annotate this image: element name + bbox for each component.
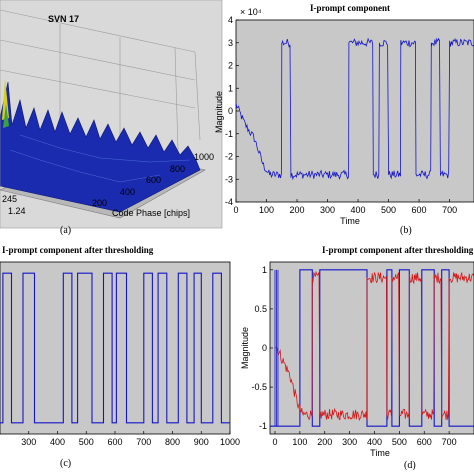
x-tick-label: 600 — [412, 205, 427, 215]
panel-c-series — [0, 272, 230, 424]
panel-c-title: I-prompt component after thresholding — [2, 245, 154, 255]
panel-d: I-prompt component after thresholding Ma… — [240, 245, 474, 471]
y-tick-label: 1 — [262, 265, 267, 275]
panel-b-caption: (b) — [400, 225, 412, 236]
panel-a-x-tick: 600 — [146, 175, 161, 185]
panel-b-exponent: × 10⁴ — [240, 7, 262, 17]
y-tick-label: 3 — [228, 38, 233, 48]
panel-d-title: I-prompt component after thresholding — [322, 245, 474, 255]
series-line-s0 — [235, 37, 474, 181]
panel-c-caption: (c) — [60, 458, 71, 469]
x-tick-label: 700 — [136, 437, 151, 447]
panel-b-x-label: Time — [340, 216, 360, 226]
panel-d-y-label: Magnitude — [240, 327, 250, 369]
panel-a-peak-base — [3, 104, 9, 128]
x-tick-label: 0 — [233, 205, 238, 215]
panel-c-plot-area — [0, 261, 231, 435]
panel-c-ticks: 300 400 500 600 700 800 900 1000 — [21, 431, 240, 447]
y-tick-label: -0.5 — [251, 382, 267, 392]
x-tick-label: 500 — [392, 437, 407, 447]
x-tick-label: 300 — [320, 205, 335, 215]
y-tick-label: 0.5 — [254, 304, 267, 314]
panel-a-y-tick: 245 — [2, 194, 17, 204]
x-tick-label: 600 — [417, 437, 432, 447]
x-tick-label: 1000 — [220, 437, 240, 447]
panel-a-peak — [2, 78, 9, 120]
y-tick-label: 2 — [228, 61, 233, 71]
panel-b-plot-area — [235, 19, 474, 203]
y-tick-label: -4 — [225, 197, 233, 207]
panel-a-y-tick: 1.24 — [8, 206, 26, 216]
x-tick-label: 100 — [259, 205, 274, 215]
x-tick-label: 400 — [367, 437, 382, 447]
panel-b-y-label: Magnitude — [214, 91, 224, 133]
panel-c: I-prompt component after thresholding (c… — [0, 245, 240, 469]
panel-a-x-ticks: 200 400 600 800 1000 — [92, 152, 214, 208]
panel-a-x-label: Code Phase [chips] — [112, 208, 190, 218]
y-tick-label: 1 — [228, 83, 233, 93]
panel-b-series — [235, 37, 474, 181]
x-tick-label: 700 — [442, 437, 457, 447]
panel-a-x-tick: 800 — [170, 164, 185, 174]
panel-d-ticks: 0 100 200 300 400 500 600 700 1 0.5 0 -0.5 -1 — [251, 265, 456, 447]
panel-a-surface — [0, 81, 201, 213]
x-tick-label: 400 — [351, 205, 366, 215]
series-line-s0 — [0, 272, 230, 424]
panel-a-x-tick: 200 — [92, 198, 107, 208]
y-tick-label: -1 — [259, 421, 267, 431]
panel-b: I-prompt component × 10⁴ Magnitude Time … — [214, 3, 474, 236]
x-tick-label: 500 — [79, 437, 94, 447]
x-tick-label: 600 — [107, 437, 122, 447]
panel-b-ticks: 0 100 200 300 400 500 600 700 4 3 2 1 0 -1 -2 -3 -4 — [225, 15, 457, 215]
series-line-raw — [274, 270, 474, 421]
panel-a-x-tick: 400 — [120, 187, 135, 197]
panel-d-caption: (d) — [404, 460, 416, 471]
y-tick-label: -1 — [225, 129, 233, 139]
x-tick-label: 0 — [272, 437, 277, 447]
y-tick-label: 4 — [228, 15, 233, 25]
y-tick-label: -3 — [225, 174, 233, 184]
y-tick-label: 0 — [228, 106, 233, 116]
panel-a-caption: (a) — [60, 225, 71, 236]
panel-a-surface-mesh — [9, 134, 191, 183]
x-tick-label: 200 — [290, 205, 305, 215]
x-tick-label: 700 — [442, 205, 457, 215]
y-tick-label: -2 — [225, 152, 233, 162]
x-tick-label: 300 — [21, 437, 36, 447]
x-tick-label: 400 — [50, 437, 65, 447]
panel-a-x-tick: 1000 — [194, 152, 214, 162]
panel-b-title: I-prompt component — [310, 3, 390, 13]
series-line-thresholded — [270, 269, 474, 427]
panel-d-plot-area — [269, 261, 474, 435]
panel-d-x-label: Time — [370, 448, 390, 458]
x-tick-label: 100 — [292, 437, 307, 447]
panel-a: SVN 17 200 400 600 800 1000 245 1.24 Code Ph… — [0, 0, 223, 236]
y-tick-label: 0 — [262, 343, 267, 353]
x-tick-label: 900 — [194, 437, 209, 447]
panel-d-series — [270, 269, 474, 427]
panel-a-title: SVN 17 — [48, 14, 79, 24]
x-tick-label: 500 — [381, 205, 396, 215]
panel-a-grid — [0, 9, 201, 151]
x-tick-label: 200 — [317, 437, 332, 447]
x-tick-label: 800 — [165, 437, 180, 447]
x-tick-label: 300 — [342, 437, 357, 447]
